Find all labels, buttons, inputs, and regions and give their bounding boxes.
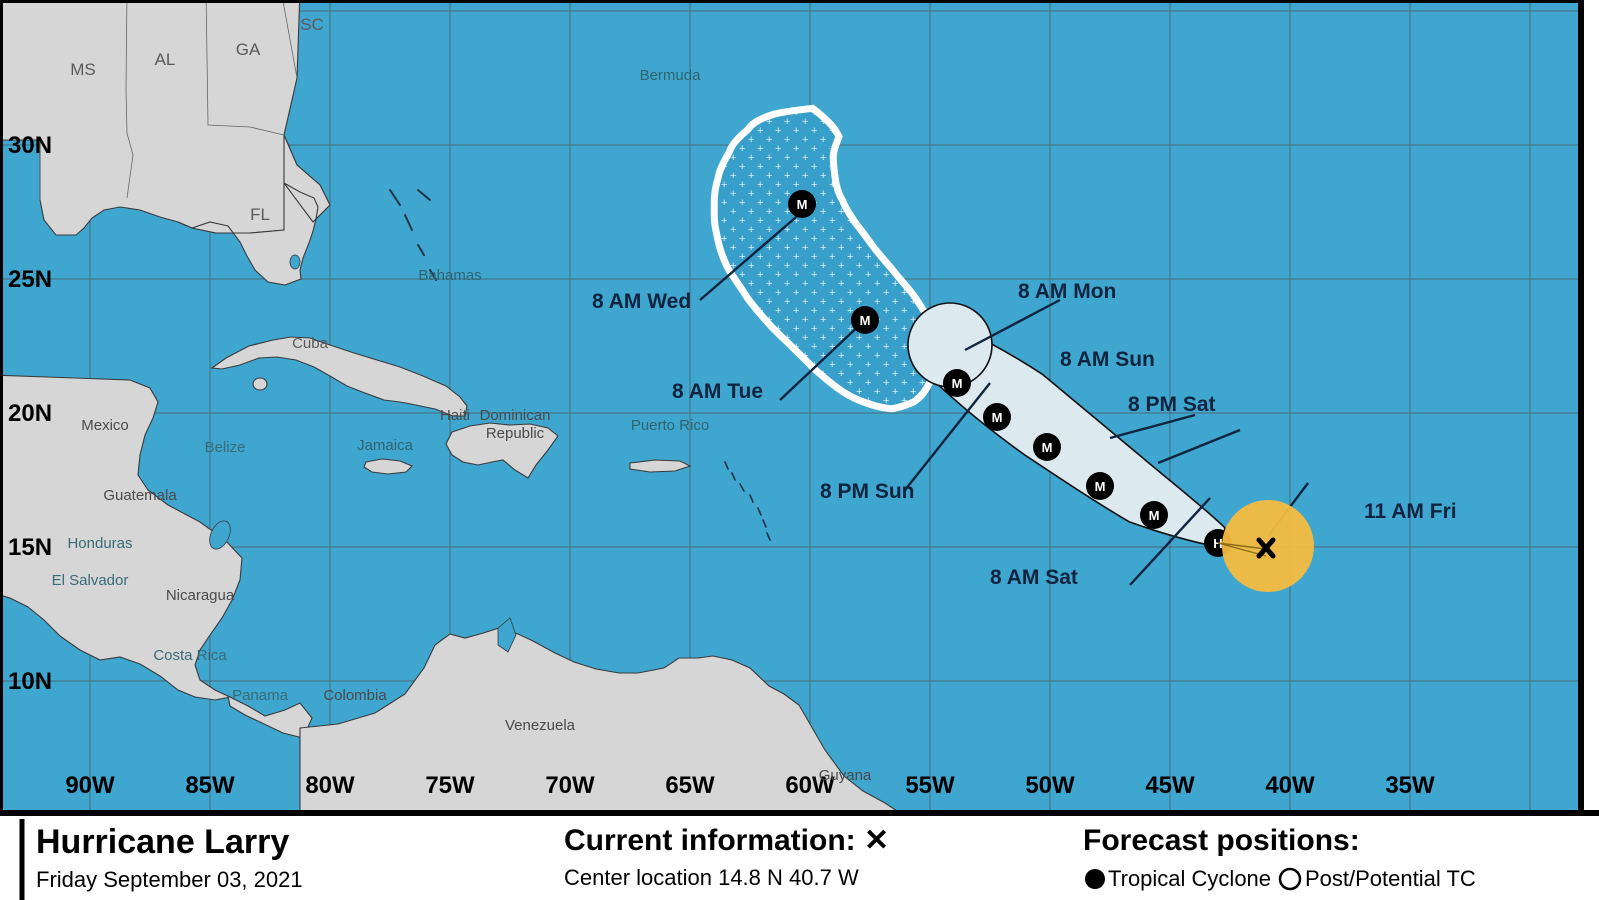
svg-text:75W: 75W [425, 772, 475, 799]
svg-text:Current information: ✕: Current information: ✕ [564, 824, 889, 857]
svg-text:GA: GA [236, 40, 261, 59]
svg-text:Guatemala: Guatemala [103, 487, 177, 504]
svg-text:Cuba: Cuba [292, 335, 329, 352]
svg-text:Bahamas: Bahamas [418, 267, 481, 284]
svg-text:65W: 65W [665, 772, 715, 799]
svg-text:Venezuela: Venezuela [505, 717, 576, 734]
svg-text:M: M [1042, 440, 1053, 455]
svg-text:Nicaragua: Nicaragua [166, 587, 235, 604]
svg-text:Bermuda: Bermuda [640, 67, 702, 84]
svg-text:AL: AL [155, 50, 176, 69]
svg-text:M: M [860, 313, 871, 328]
svg-text:Puerto Rico: Puerto Rico [631, 417, 709, 434]
svg-text:80W: 80W [305, 772, 355, 799]
svg-text:15N: 15N [8, 534, 52, 561]
svg-text:10N: 10N [8, 668, 52, 695]
svg-text:Friday September 03, 2021: Friday September 03, 2021 [36, 867, 303, 892]
svg-text:45W: 45W [1145, 772, 1195, 799]
svg-text:Colombia: Colombia [323, 687, 387, 704]
svg-text:M: M [1149, 508, 1160, 523]
svg-text:M: M [992, 410, 1003, 425]
svg-text:SC: SC [300, 15, 324, 34]
svg-text:Jamaica: Jamaica [357, 437, 414, 454]
svg-text:Dominican: Dominican [480, 407, 551, 424]
svg-text:Mexico: Mexico [81, 417, 129, 434]
svg-text:M: M [952, 376, 963, 391]
svg-text:25N: 25N [8, 266, 52, 293]
svg-text:90W: 90W [65, 772, 115, 799]
svg-text:FL: FL [250, 205, 270, 224]
svg-text:85W: 85W [185, 772, 235, 799]
svg-text:40W: 40W [1265, 772, 1315, 799]
svg-text:8 AM Sat: 8 AM Sat [990, 566, 1078, 589]
svg-text:8 AM Wed: 8 AM Wed [592, 290, 691, 313]
svg-text:Haiti: Haiti [440, 407, 470, 424]
svg-text:30N: 30N [8, 132, 52, 159]
svg-text:El Salvador: El Salvador [52, 572, 129, 589]
svg-text:8 AM Tue: 8 AM Tue [672, 380, 763, 403]
svg-text:Hurricane Larry: Hurricane Larry [36, 823, 289, 861]
svg-text:Center location 14.8 N 40.7 W: Center location 14.8 N 40.7 W [564, 865, 859, 890]
svg-text:M: M [797, 197, 808, 212]
svg-text:20N: 20N [8, 400, 52, 427]
svg-text:50W: 50W [1025, 772, 1075, 799]
svg-text:Forecast positions:: Forecast positions: [1083, 824, 1360, 857]
svg-text:35W: 35W [1385, 772, 1435, 799]
svg-text:70W: 70W [545, 772, 595, 799]
svg-text:8 AM Mon: 8 AM Mon [1018, 280, 1116, 303]
svg-text:8 AM Sun: 8 AM Sun [1060, 348, 1155, 371]
svg-text:Honduras: Honduras [67, 535, 132, 552]
svg-text:Costa Rica: Costa Rica [153, 647, 227, 664]
svg-text:8 PM Sat: 8 PM Sat [1128, 393, 1216, 416]
svg-text:55W: 55W [905, 772, 955, 799]
svg-text:MS: MS [70, 60, 96, 79]
svg-text:Guyana: Guyana [819, 767, 872, 784]
svg-text:Tropical Cyclone: Tropical Cyclone [1108, 866, 1271, 891]
svg-text:Republic: Republic [486, 425, 545, 442]
svg-text:8 PM Sun: 8 PM Sun [820, 480, 915, 503]
svg-text:M: M [1095, 479, 1106, 494]
svg-text:11 AM Fri: 11 AM Fri [1364, 500, 1457, 523]
svg-text:Post/Potential TC: Post/Potential TC [1305, 866, 1476, 891]
svg-text:Belize: Belize [205, 439, 246, 456]
svg-text:Panama: Panama [232, 687, 289, 704]
